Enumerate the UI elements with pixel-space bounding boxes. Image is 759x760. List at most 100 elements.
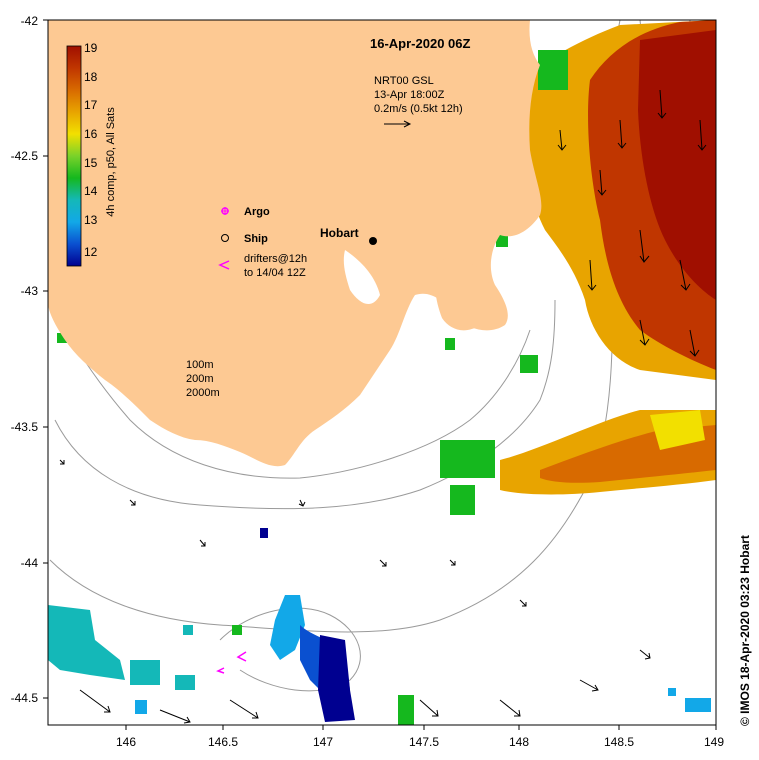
colorbar-tick: 13 (84, 213, 98, 227)
x-tick-label: 146.5 (208, 735, 238, 749)
sst-yellow-patch (650, 410, 705, 450)
current-vector (379, 559, 387, 567)
current-vector (419, 699, 439, 717)
depth-legend-100m: 100m (186, 359, 214, 371)
map-title: 16-Apr-2020 06Z (370, 36, 470, 51)
contour-100m (48, 299, 531, 479)
argo-icon (221, 207, 229, 215)
current-vector (59, 459, 65, 465)
y-axis-ticks (43, 19, 48, 699)
x-axis-ticks (125, 725, 717, 730)
current-info-line3: 0.2m/s (0.5kt 12h) (374, 103, 463, 115)
current-vector (587, 259, 597, 291)
drifter-icon (218, 260, 230, 270)
current-vector (449, 559, 456, 566)
current-vector (639, 649, 651, 660)
colorbar-bar (66, 45, 82, 267)
current-info-block: NRT00 GSL 13-Apr 18:00Z 0.2m/s (0.5kt 12… (374, 75, 463, 128)
y-tick-label: -42.5 (11, 149, 39, 163)
depth-legend-2000m: 2000m (186, 387, 220, 399)
current-info-line2: 13-Apr 18:00Z (374, 89, 445, 101)
depth-legend: 100m 200m 2000m (186, 359, 220, 399)
y-tick-label: -43 (21, 284, 39, 298)
current-vector (229, 699, 259, 719)
current-vector (129, 499, 136, 506)
marker-legend: Argo Ship drifters@12h to 14/04 12Z (218, 206, 307, 279)
sst-pixel (450, 485, 475, 515)
colorbar: 19 18 17 16 15 14 13 12 4h comp, p50, Al… (66, 41, 117, 267)
x-tick-label: 149 (704, 735, 724, 749)
sst-pixel (260, 528, 268, 538)
contour-ridge (219, 607, 361, 692)
colorbar-tick: 14 (84, 184, 98, 198)
sst-pixel (398, 695, 414, 725)
colorbar-label: 4h comp, p50, All Sats (105, 107, 117, 217)
y-tick-label: -44.5 (11, 691, 39, 705)
imos-credit: © IMOS 18-Apr-2020 03:23 Hobart (738, 535, 752, 726)
current-vector (639, 319, 650, 346)
x-tick-label: 147.5 (409, 735, 439, 749)
scale-arrow-icon (384, 120, 412, 128)
sst-pixel (496, 235, 508, 247)
bay-cutout (343, 250, 380, 305)
drifter-markers (216, 651, 247, 674)
current-vector (159, 709, 191, 724)
sst-pixel (668, 688, 676, 696)
current-vector (697, 119, 707, 151)
current-vectors (59, 89, 707, 724)
y-tick-label: -43.5 (11, 420, 39, 434)
sst-blue-cluster (270, 595, 305, 660)
current-vector (557, 129, 567, 151)
current-vector (298, 499, 306, 507)
colorbar-tick: 18 (84, 70, 98, 84)
current-vector (639, 229, 650, 263)
sst-pixel (232, 625, 242, 635)
plot-frame (47, 19, 717, 726)
sst-pixel (135, 700, 147, 714)
hobart-label: Hobart (320, 226, 359, 240)
y-tick-label: -44 (21, 556, 39, 570)
legend-argo-label: Argo (244, 206, 270, 218)
current-vector (79, 689, 111, 713)
sst-pixel (520, 355, 538, 373)
sst-green-patches (57, 50, 568, 725)
x-tick-label: 148 (509, 735, 529, 749)
sst-dark-red-core (638, 30, 716, 300)
current-vector (679, 259, 691, 291)
x-tick-label: 148.5 (604, 735, 634, 749)
colorbar-tick: 12 (84, 245, 98, 259)
sst-cyan-cluster (48, 605, 125, 680)
sst-pixel (175, 675, 195, 690)
drifter-track (236, 651, 247, 662)
current-vector (519, 599, 527, 607)
depth-legend-200m: 200m (186, 373, 214, 385)
ship-icon (221, 234, 229, 242)
y-axis: -42 -42.5 -43 -43.5 -44 -44.5 (11, 14, 48, 705)
sst-pixel (685, 698, 711, 712)
legend-drifters-line2: to 14/04 12Z (244, 267, 306, 279)
peninsula-landmass (435, 258, 492, 331)
colorbar-tick: 19 (84, 41, 98, 55)
current-vector (499, 699, 521, 717)
tasmania-landmass (48, 20, 542, 467)
sst-cold-patches (48, 528, 711, 722)
current-vector (199, 539, 206, 547)
sst-pixel (538, 50, 568, 90)
legend-drifters-line1: drifters@12h (244, 253, 307, 265)
sst-pixel (445, 338, 455, 350)
colorbar-tick: 15 (84, 156, 98, 170)
current-vector (689, 329, 700, 357)
colorbar-tick: 16 (84, 127, 98, 141)
x-tick-label: 147 (313, 735, 333, 749)
sst-pixel (183, 625, 193, 635)
contour-200m (54, 299, 556, 510)
y-tick-label: -42 (21, 14, 39, 28)
sst-pixel (57, 333, 67, 343)
current-vector (657, 89, 667, 119)
colorbar-tick: 17 (84, 98, 98, 112)
current-info-line1: NRT00 GSL (374, 75, 434, 87)
x-axis: 146 146.5 147 147.5 148 148.5 149 (116, 725, 724, 749)
current-vector (597, 169, 607, 196)
plot-area (48, 20, 716, 725)
